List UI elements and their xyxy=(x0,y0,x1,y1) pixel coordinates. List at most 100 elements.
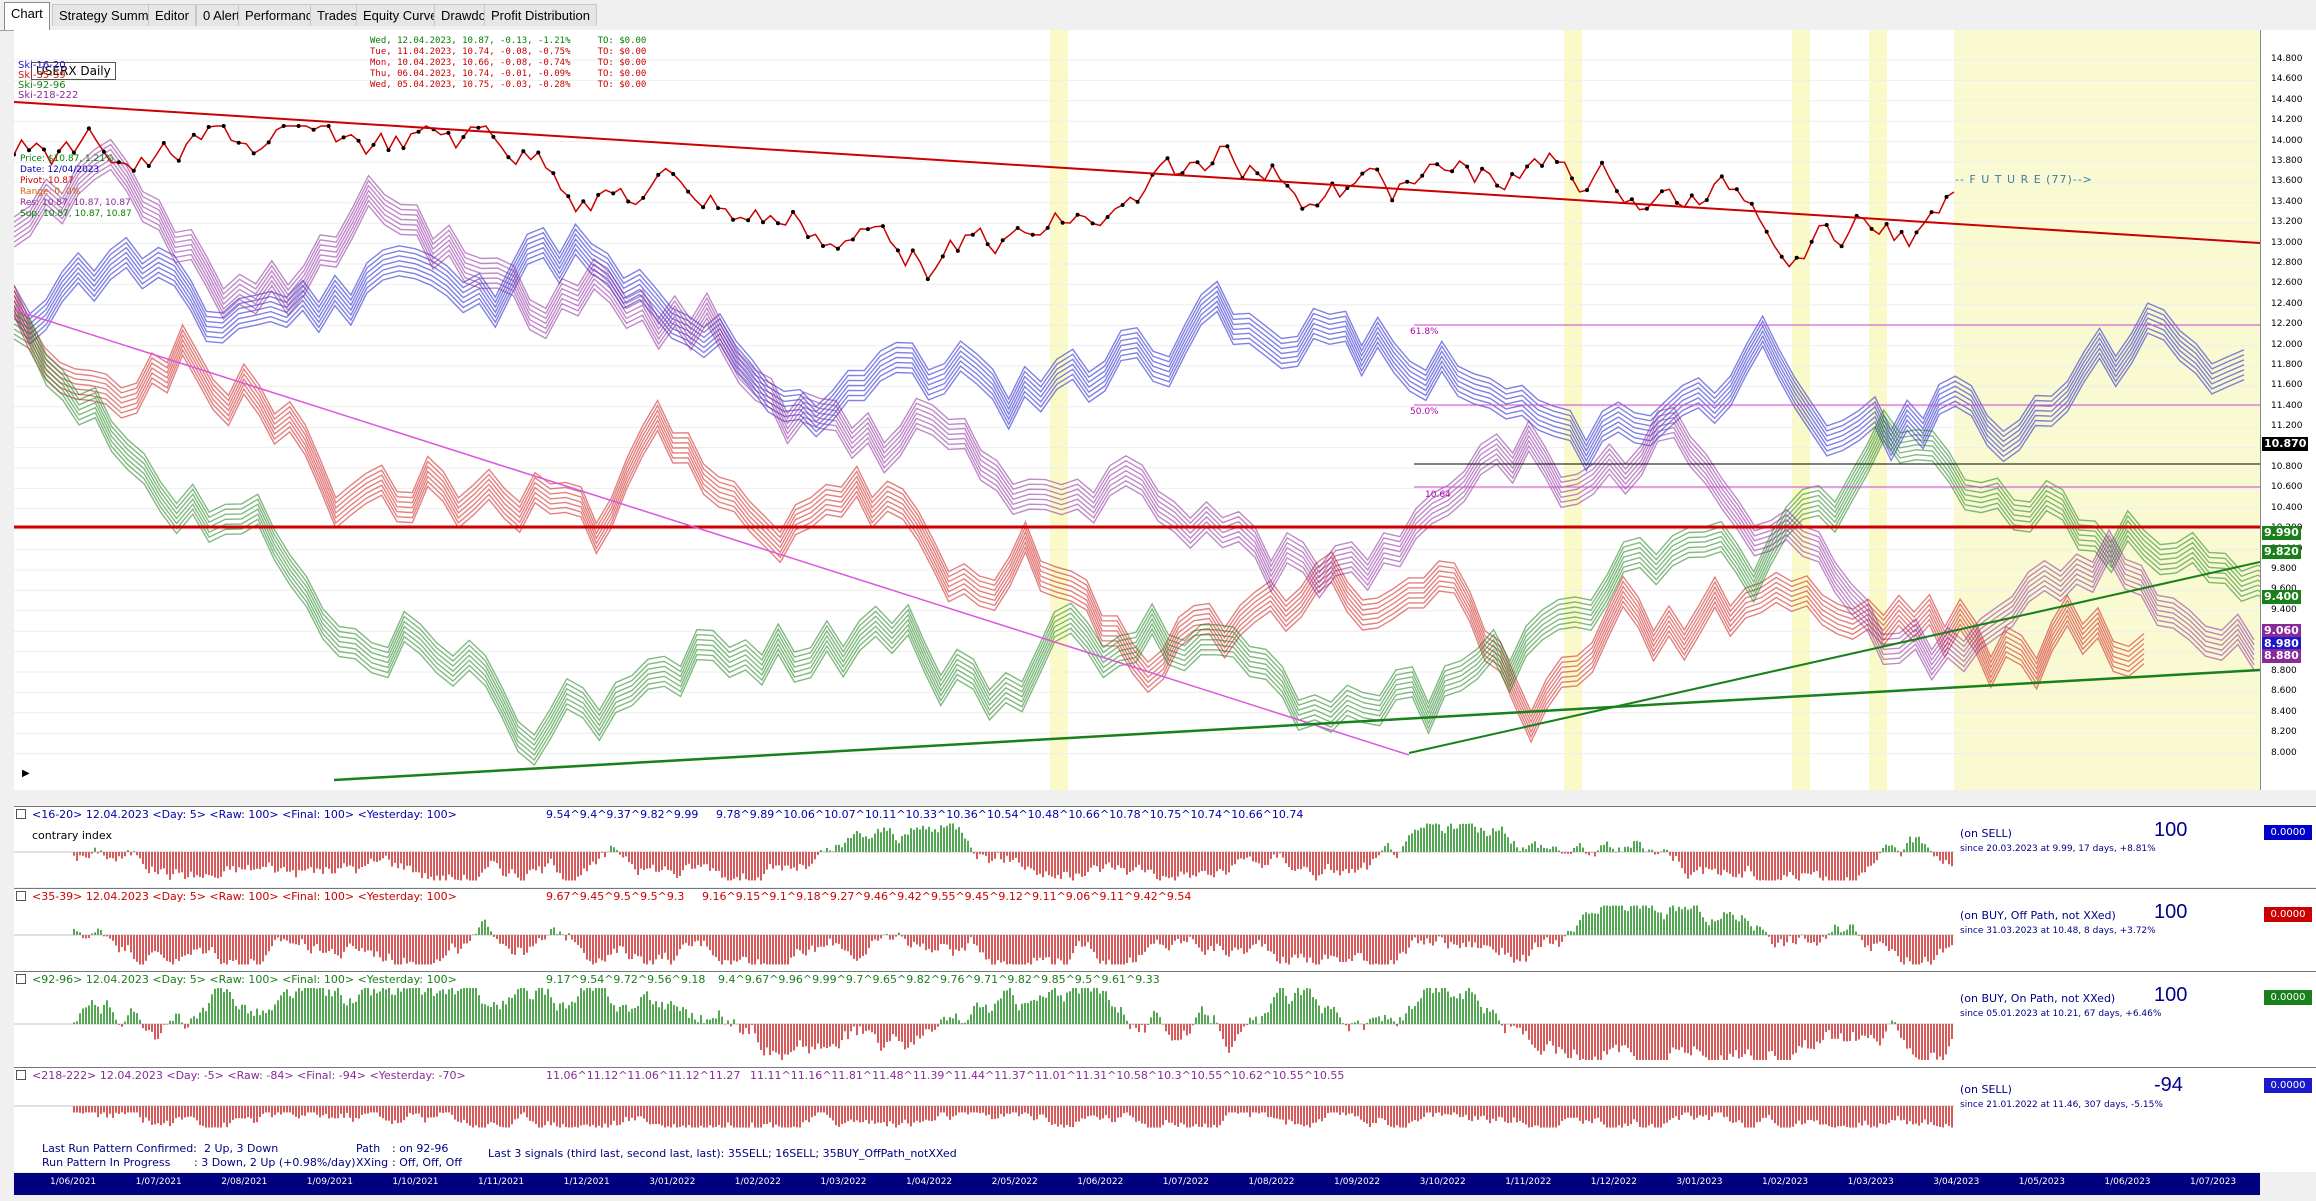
price-point xyxy=(1375,167,1380,172)
price-point xyxy=(42,147,46,152)
price-tag: 8.880 xyxy=(2262,649,2301,663)
panel-toggle-icon[interactable] xyxy=(16,809,26,819)
price-point xyxy=(581,199,586,204)
y-tick-label: 9.400 xyxy=(2271,604,2297,615)
signal-since: since 20.03.2023 at 9.99, 17 days, +8.81… xyxy=(1960,844,2156,854)
price-tag: 10.870 xyxy=(2262,437,2309,451)
info-line-2: Pivot: 10.87 xyxy=(20,176,74,186)
date-label: 1/07/2023 xyxy=(2190,1177,2237,1187)
signal-since: since 05.01.2023 at 10.21, 67 days, +6.4… xyxy=(1960,1009,2162,1019)
indicator-sequence-1: 9.54^9.4^9.37^9.82^9.99 xyxy=(546,808,699,821)
tab-performance[interactable]: Performance xyxy=(238,4,327,26)
band-line xyxy=(14,158,2255,672)
price-point xyxy=(716,206,721,211)
date-label: 1/03/2023 xyxy=(1847,1177,1894,1187)
signal-value: 100 xyxy=(2154,984,2188,1006)
price-point xyxy=(281,124,286,128)
signal-value: -94 xyxy=(2154,1074,2183,1096)
y-tick-label: 14.400 xyxy=(2271,94,2303,105)
price-point xyxy=(1869,226,1874,231)
quote-line-1: Tue, 11.04.2023, 10.74, -0.08, -0.75% TO… xyxy=(370,47,647,57)
y-tick-label: 14.200 xyxy=(2271,115,2303,126)
indicator-panel-92-96[interactable]: <92-96> 12.04.2023 <Day: 5> <Raw: 100> <… xyxy=(14,971,2316,1067)
indicator-histogram xyxy=(14,905,1954,965)
date-label: 1/06/2021 xyxy=(50,1177,97,1187)
indicator-sequence-1: 11.06^11.12^11.06^11.12^11.27 xyxy=(546,1069,741,1082)
highlight-bands xyxy=(1050,30,2260,790)
tab-equity-curve[interactable]: Equity Curve xyxy=(356,4,445,26)
price-point xyxy=(791,209,795,214)
indicator-panel-218-222[interactable]: <218-222> 12.04.2023 <Day: -5> <Raw: -84… xyxy=(14,1067,2316,1134)
price-point xyxy=(536,150,541,155)
band-line xyxy=(14,333,2260,762)
tab-chart[interactable]: Chart xyxy=(4,2,50,30)
date-label: 3/01/2022 xyxy=(649,1177,696,1187)
price-point xyxy=(356,138,361,143)
band-line xyxy=(14,153,2255,667)
band-line xyxy=(14,295,2145,724)
future-label: -- F U T U R E (77)--> xyxy=(1955,173,2093,186)
price-point xyxy=(1420,173,1425,178)
band-line xyxy=(14,223,2245,443)
date-label: 1/09/2021 xyxy=(306,1177,353,1187)
price-point xyxy=(611,191,616,196)
band-line xyxy=(14,163,2255,677)
band-line xyxy=(14,300,2145,729)
panel-toggle-icon[interactable] xyxy=(16,974,26,984)
highlight-band xyxy=(1564,30,1582,790)
price-point xyxy=(506,155,511,160)
play-icon[interactable]: ▶ xyxy=(22,768,30,779)
price-point xyxy=(1135,199,1140,204)
price-point xyxy=(731,217,736,222)
date-label: 1/07/2022 xyxy=(1162,1177,1209,1187)
indicator-title: <35-39> 12.04.2023 <Day: 5> <Raw: 100> <… xyxy=(32,890,457,903)
price-chart-area[interactable]: USERX Daily xyxy=(14,30,2260,790)
indicator-panel-16-20[interactable]: <16-20> 12.04.2023 <Day: 5> <Raw: 100> <… xyxy=(14,806,2316,887)
signal-value: 100 xyxy=(2154,901,2188,923)
price-point xyxy=(925,277,930,282)
price-info-panel: Price: $10.87, 1.21% Date: 12/04/2023 Pivo… xyxy=(20,154,132,220)
y-tick-label: 14.600 xyxy=(2271,74,2303,85)
y-tick-label: 11.600 xyxy=(2271,380,2303,391)
quote-line-4: Wed, 05.04.2023, 10.75, -0.03, -0.28% TO… xyxy=(370,80,647,90)
price-point xyxy=(1929,210,1934,215)
price-point xyxy=(416,129,421,134)
price-point xyxy=(311,127,316,132)
info-line-1: Date: 12/04/2023 xyxy=(20,165,100,175)
price-point xyxy=(1465,164,1470,169)
price-series xyxy=(14,124,1955,282)
price-point xyxy=(641,195,646,200)
indicator-panel-35-39[interactable]: <35-39> 12.04.2023 <Day: 5> <Raw: 100> <… xyxy=(14,888,2316,971)
price-tag: 8.980 xyxy=(2262,637,2301,651)
price-point xyxy=(1225,144,1230,149)
price-point xyxy=(1914,230,1919,235)
lower-green-trendline xyxy=(333,668,2260,782)
price-point xyxy=(386,148,391,153)
info-line-4: Res: 10.87, 10.87, 10.87 xyxy=(20,198,131,208)
y-tick-label: 12.200 xyxy=(2271,319,2303,330)
price-point xyxy=(671,172,676,176)
price-point xyxy=(746,218,751,223)
tab-trades[interactable]: Trades xyxy=(310,4,364,26)
legend-item-0: Ski-16-20 xyxy=(18,60,66,71)
quote-line-2: Mon, 10.04.2023, 10.66, -0.08, -0.74% TO… xyxy=(370,58,647,68)
y-tick-label: 13.200 xyxy=(2271,217,2303,228)
price-point xyxy=(1030,232,1035,237)
tab-editor[interactable]: Editor xyxy=(148,4,196,26)
y-tick-label: 9.600 xyxy=(2271,584,2297,594)
price-tag: 9.400 xyxy=(2262,590,2301,604)
price-point xyxy=(656,172,661,177)
signal-value-box: 0.0000 xyxy=(2264,825,2312,840)
price-point xyxy=(1749,201,1754,206)
price-point xyxy=(71,150,76,155)
panel-toggle-icon[interactable] xyxy=(16,891,26,901)
price-point xyxy=(131,168,136,173)
price-point xyxy=(1794,255,1799,260)
price-point xyxy=(1689,193,1694,198)
panel-toggle-icon[interactable] xyxy=(16,1070,26,1080)
price-point xyxy=(1944,194,1949,199)
price-point xyxy=(251,151,256,156)
tab-profit-distribution[interactable]: Profit Distribution xyxy=(484,4,597,26)
band-line xyxy=(14,148,2255,662)
tab-strategy-summary[interactable]: Strategy Summary xyxy=(52,4,174,26)
